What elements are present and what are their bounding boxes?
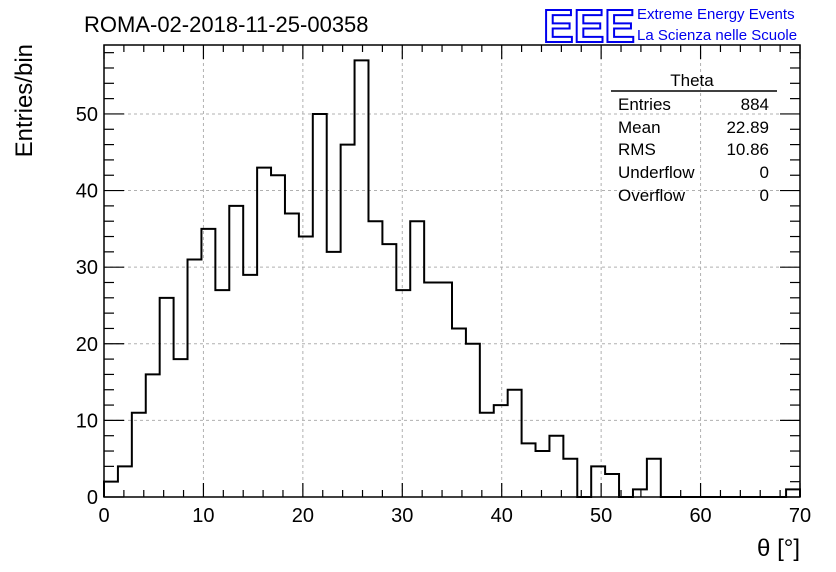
x-tick-label: 20 <box>292 505 314 527</box>
y-tick-label: 10 <box>76 410 98 432</box>
plot-frame <box>103 44 801 498</box>
x-tick-label: 40 <box>491 505 513 527</box>
y-tick-label: 0 <box>87 487 98 509</box>
x-axis-label: θ [°] <box>757 535 800 562</box>
eee-logo: EEE Extreme Energy Events La Scienza nel… <box>542 0 797 53</box>
y-tick-label: 40 <box>76 181 98 203</box>
y-tick-label: 50 <box>76 104 98 126</box>
stats-value-underflow: 0 <box>760 163 769 182</box>
histogram-outline <box>103 59 801 498</box>
x-tick-labels: 0 10 20 30 40 50 60 70 <box>98 505 811 527</box>
logo-line-1: Extreme Energy Events <box>637 6 795 23</box>
stats-title: Theta <box>670 71 714 90</box>
stats-value-entries: 884 <box>741 95 769 114</box>
stats-value-rms: 10.86 <box>726 140 769 159</box>
stats-label-mean: Mean <box>618 118 661 137</box>
stats-label-underflow: Underflow <box>618 163 695 182</box>
stats-label-entries: Entries <box>618 95 671 114</box>
logo-line-2: La Scienza nelle Scuole <box>637 27 797 44</box>
stats-box: Theta Entries 884 Mean 22.89 RMS 10.86 U… <box>611 71 777 205</box>
stats-value-mean: 22.89 <box>726 118 769 137</box>
stats-value-overflow: 0 <box>760 186 769 205</box>
y-tick-labels: 0 10 20 30 40 50 <box>76 104 98 509</box>
y-axis-label: Entries/bin <box>11 44 38 157</box>
x-tick-label: 30 <box>391 505 413 527</box>
grid-lines <box>104 45 800 497</box>
chart-title: ROMA-02-2018-11-25-00358 <box>84 12 369 37</box>
logo-mark: EEE <box>543 0 635 52</box>
x-tick-label: 0 <box>98 505 109 527</box>
x-tick-label: 70 <box>789 505 811 527</box>
x-tick-label: 60 <box>689 505 711 527</box>
y-tick-label: 30 <box>76 257 98 279</box>
stats-label-rms: RMS <box>618 140 656 159</box>
x-tick-label: 10 <box>192 505 214 527</box>
x-tick-label: 50 <box>590 505 612 527</box>
stats-label-overflow: Overflow <box>618 186 686 205</box>
y-tick-label: 20 <box>76 334 98 356</box>
